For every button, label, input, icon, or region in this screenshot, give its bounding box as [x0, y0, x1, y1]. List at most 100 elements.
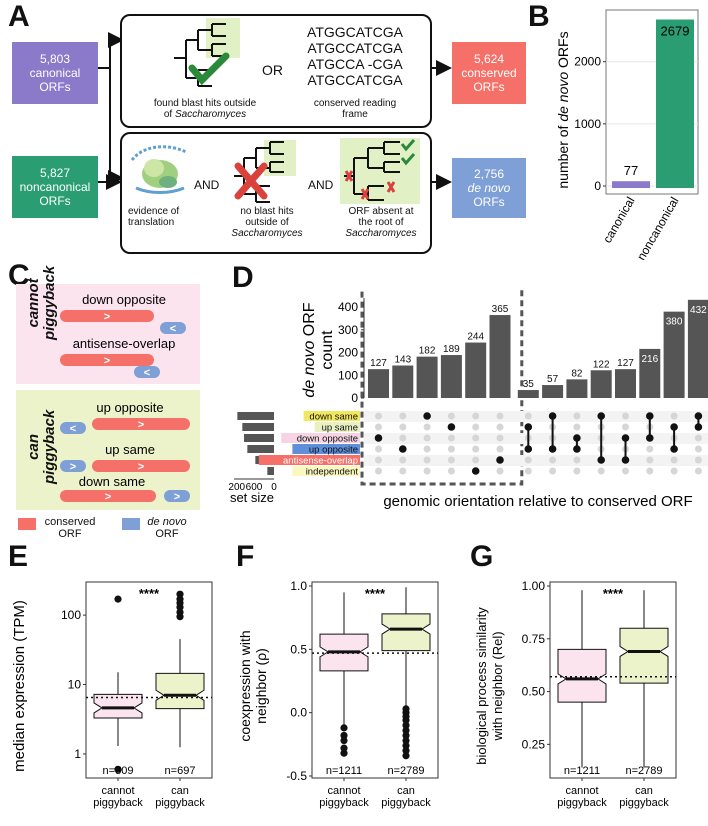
box-cannot — [93, 693, 143, 719]
matrix-dot-empty — [375, 456, 382, 464]
intersection-bar — [687, 299, 708, 398]
bar-value-label: 77 — [624, 163, 638, 178]
arrow-glyph: > — [104, 355, 110, 367]
conserved-count: 5,624 — [473, 52, 505, 66]
panel-c-schematic: down opposite > < antisense-overlap > < … — [60, 292, 190, 503]
matrix-dot-filled — [694, 412, 703, 420]
n-label: n=2789 — [387, 765, 424, 777]
intersection-bar — [392, 365, 414, 398]
y-tick-label: 300 — [338, 323, 358, 337]
x-tick-label: can — [397, 785, 415, 797]
matrix-dot-empty — [670, 456, 678, 464]
matrix-dot-empty — [694, 456, 702, 464]
matrix-dot-empty — [375, 467, 382, 475]
bar-noncanonical — [656, 19, 694, 188]
matrix-dot-empty — [524, 412, 532, 420]
matrix-dot-empty — [423, 445, 431, 453]
denovo-orf-bar — [134, 366, 160, 378]
matrix-dot-empty — [622, 423, 629, 431]
matrix-dot-filled — [524, 423, 533, 431]
matrix-dot-empty — [496, 423, 504, 431]
intersection-bar — [440, 355, 462, 398]
set-size-bar — [242, 423, 274, 431]
arrow-glyph: > — [104, 311, 110, 323]
matrix-dot-empty — [472, 423, 480, 431]
matrix-dot-filled — [670, 423, 678, 431]
outlier-point — [340, 736, 348, 745]
box-can — [155, 672, 205, 710]
conserved-frame-text: conserved reading frame — [313, 98, 397, 120]
outlier-point — [176, 590, 184, 598]
panel-label-d: D — [232, 261, 254, 294]
denovo-orfs-box: 2,756 de novo ORFs — [452, 158, 526, 218]
intersection-value-label: 57 — [547, 374, 559, 385]
intersection-bar — [590, 370, 612, 398]
noncanonical-label: noncanonical — [19, 180, 91, 194]
canonical-orfs-label: ORFs — [39, 80, 71, 94]
intersection-bar — [465, 342, 487, 398]
y-tick-label: 1.0 — [290, 579, 307, 593]
y-tick-label: 0.25 — [522, 737, 546, 751]
matrix-dot-empty — [399, 467, 407, 475]
arrow-glyph: > — [70, 461, 76, 473]
down-same-label: down same — [79, 474, 145, 489]
no-blast-text: no blast hits outside of Saccharomyces — [231, 206, 303, 239]
n-label: n=309 — [103, 765, 134, 777]
y-tick-label: 1 — [74, 747, 81, 761]
set-size-bar — [247, 445, 274, 453]
legend-conserved-label: conserved ORF — [44, 516, 96, 540]
bar-canonical — [612, 181, 650, 188]
matrix-dot-empty — [573, 467, 581, 475]
outlier-point — [114, 765, 122, 773]
matrix-dot-filled — [447, 423, 456, 431]
outlier-point — [176, 608, 184, 616]
intersection-bar — [489, 315, 511, 398]
panel-label-b: B — [528, 0, 550, 33]
matrix-dot-filled — [471, 467, 480, 475]
set-name-bg — [258, 455, 360, 465]
intersection-bar — [416, 356, 438, 398]
matrix-dot-empty — [423, 434, 431, 442]
and-text-1: AND — [194, 178, 220, 192]
significance-label: **** — [603, 586, 624, 601]
noncanonical-orfs-box: 5,827 noncanonical ORFs — [12, 156, 98, 218]
outlier-point — [114, 595, 122, 603]
set-size-label: set size — [230, 490, 274, 505]
set-name-bg — [292, 444, 360, 454]
denovo-orf-bar — [60, 422, 86, 434]
set-size-bar — [267, 467, 274, 475]
sequence-alignment: ATGGCATCGA ATGCCATCGA ATGCCA -CGA ATGCCA… — [307, 24, 403, 88]
matrix-dot-filled — [646, 434, 654, 442]
n-label: n=1211 — [564, 765, 600, 777]
matrix-dot-empty — [646, 467, 654, 475]
intersection-bar — [368, 369, 389, 398]
x-tick-label: piggyback — [557, 797, 607, 809]
matrix-dot-filled — [423, 412, 431, 420]
outlier-point — [340, 744, 348, 752]
panel-e-boxplot: median expression (TPM) 1 10 100 n=309 canno… — [11, 581, 213, 809]
conserved-orfs-label: ORFs — [473, 80, 505, 94]
matrix-dot-filled — [670, 445, 678, 453]
matrix-dot-empty — [447, 456, 455, 464]
panel-label-c: C — [8, 259, 30, 292]
matrix-dot-empty — [670, 412, 678, 420]
matrix-dot-empty — [496, 467, 504, 475]
significance-label: **** — [365, 586, 386, 601]
legend-denovo-label: de novo ORF — [147, 516, 187, 540]
x-tick-label: piggyback — [619, 797, 669, 809]
panel-d-upset-chart: de novo ORF count 0 100 200 300 400 127 143 182… — [228, 290, 708, 510]
set-size-tick-label: 600 — [246, 482, 263, 493]
matrix-dot-empty — [375, 412, 382, 420]
y-tick-label: 0.50 — [522, 685, 546, 699]
canonical-orfs-box: 5,803 canonical ORFs — [12, 42, 98, 104]
set-name-label: up opposite — [309, 445, 358, 456]
conserved-orf-bar — [92, 418, 190, 430]
outlier-point — [402, 721, 410, 729]
matrix-dot-filled — [621, 434, 630, 442]
matrix-dot-empty — [694, 445, 702, 453]
panel-g-ylabel: biological process similarity — [474, 607, 489, 765]
set-size-tick-label: 0 — [271, 482, 277, 493]
matrix-dot-empty — [622, 412, 629, 420]
antisense-overlap-label: antisense-overlap — [73, 336, 176, 351]
x-tick-label: piggyback — [319, 797, 369, 809]
